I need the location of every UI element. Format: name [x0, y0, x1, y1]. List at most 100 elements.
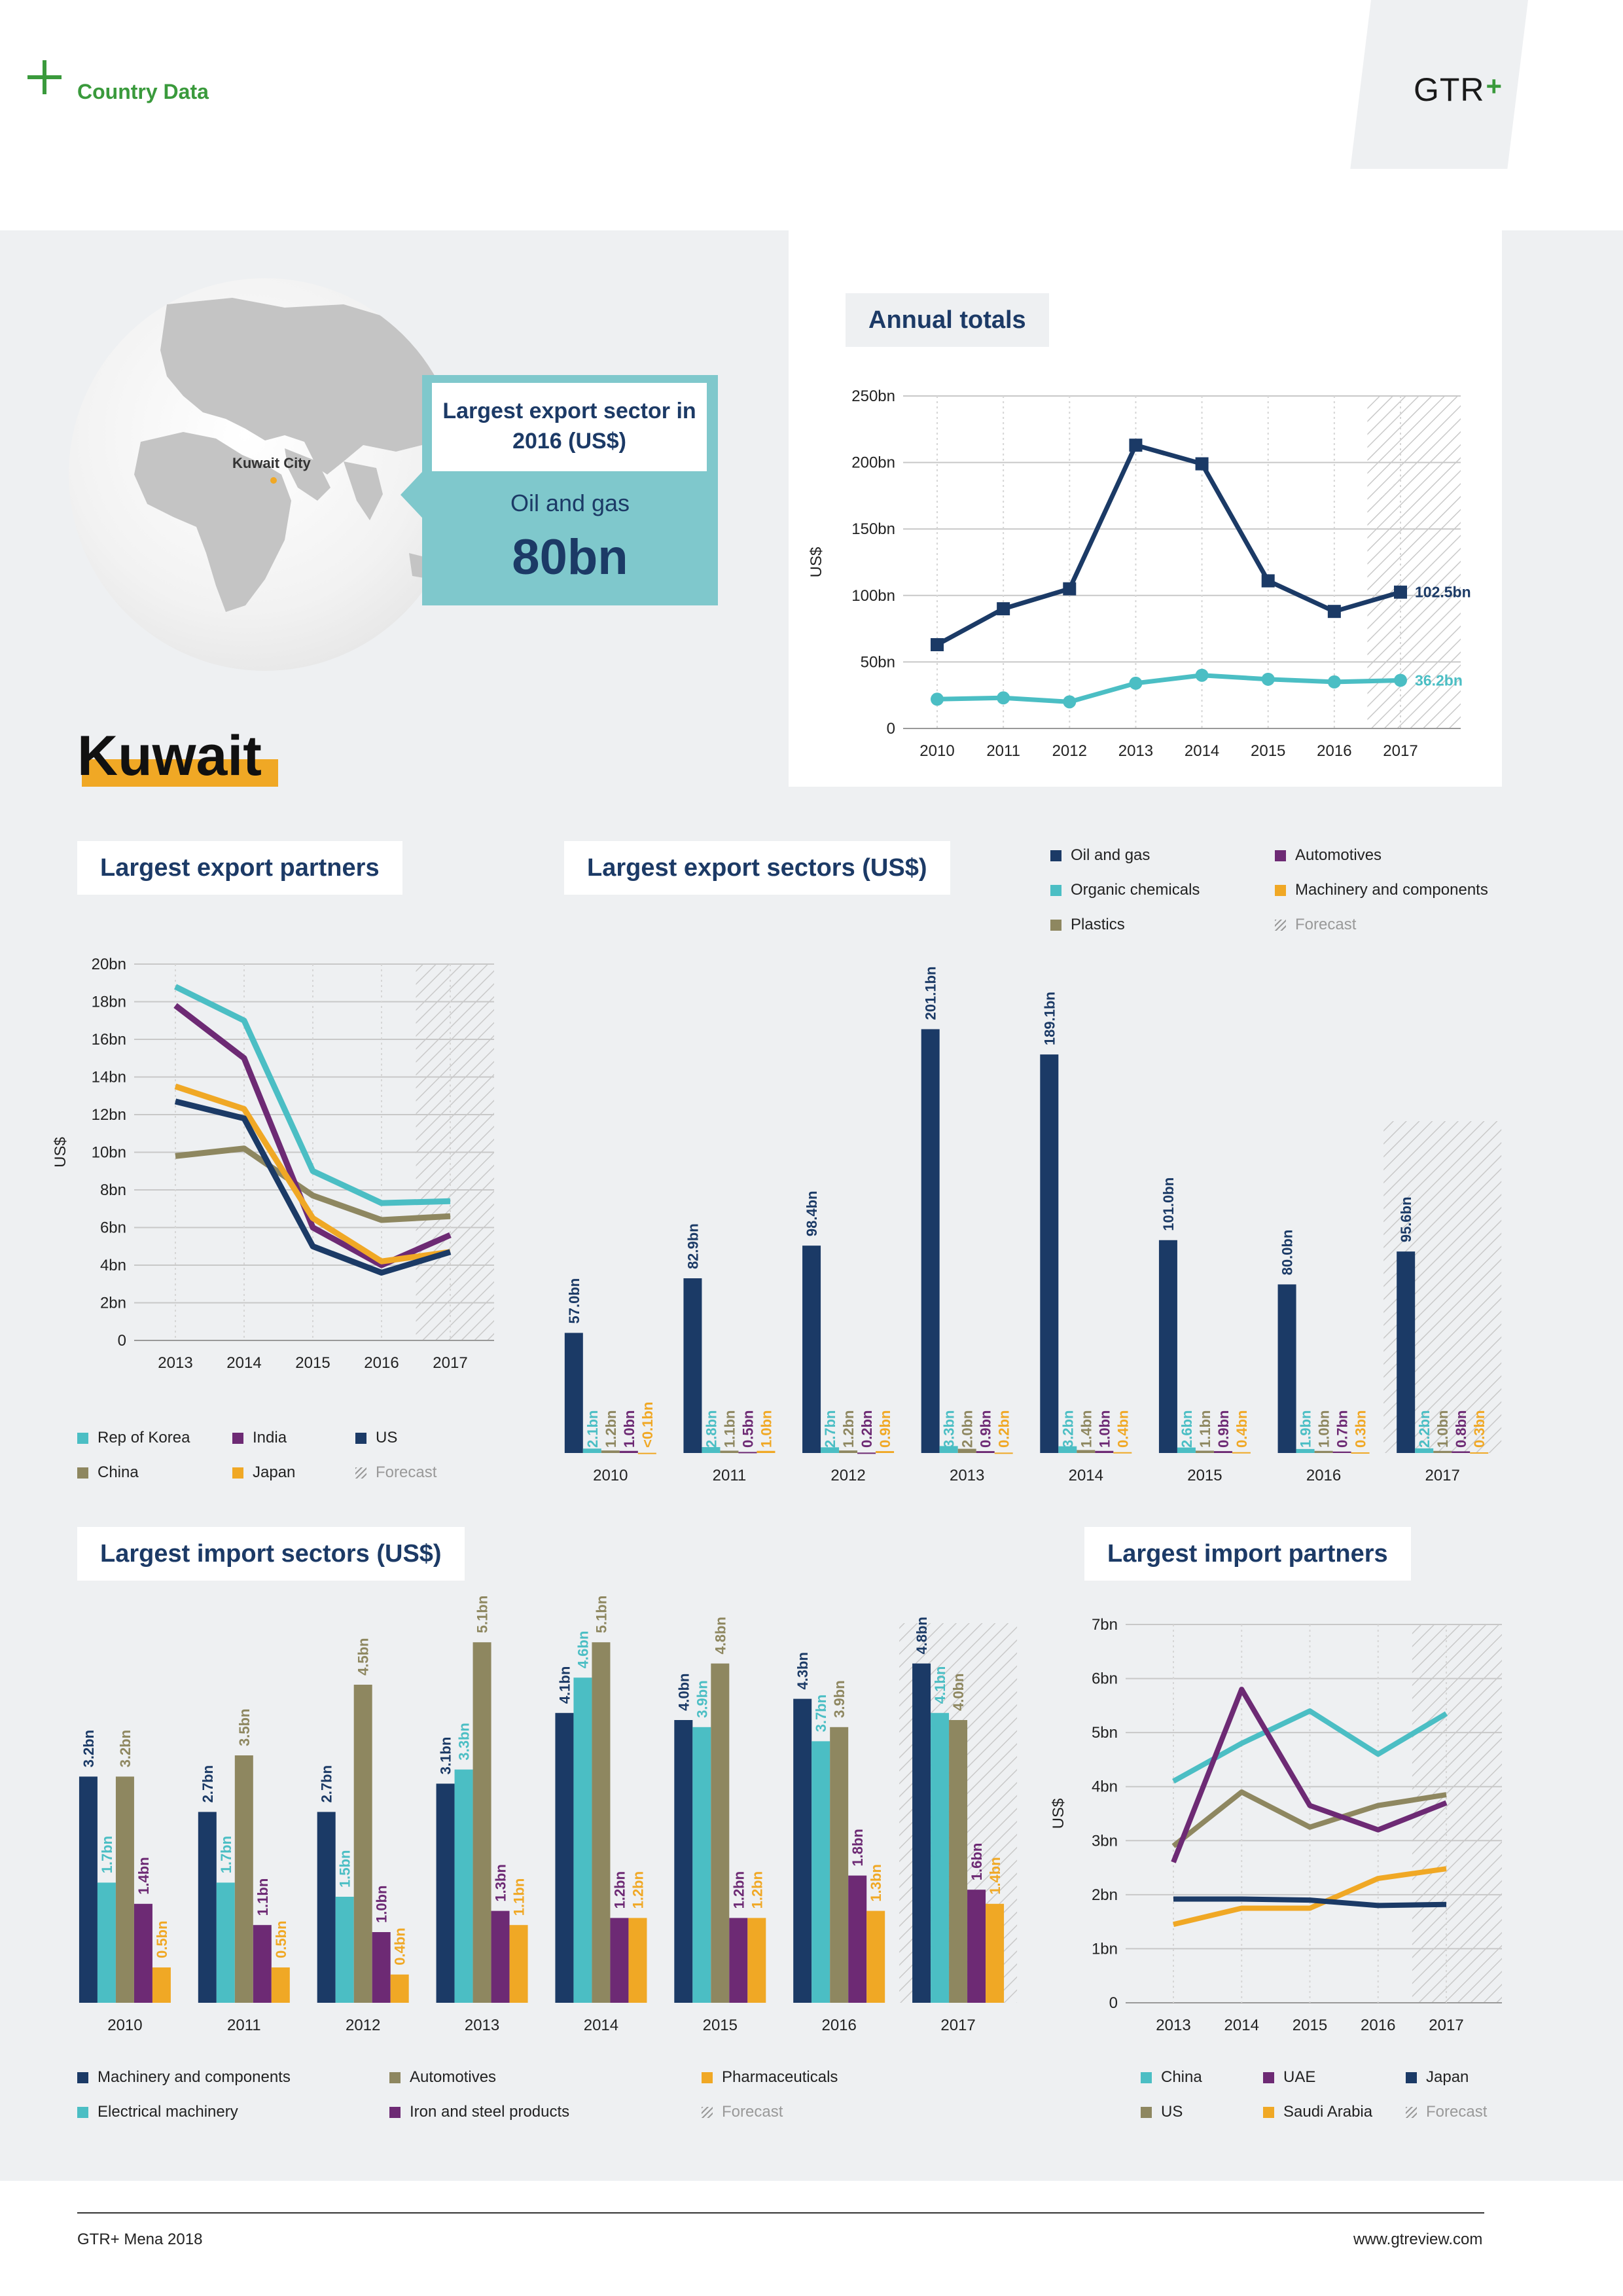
bar-value-label: <0.1bn	[639, 1402, 656, 1448]
bar-value-label: 201.1bn	[923, 967, 939, 1020]
bar-value-label: 4.1bn	[932, 1666, 948, 1704]
bar-value-label: 0.9bn	[1215, 1410, 1232, 1448]
map-landmass	[134, 298, 461, 612]
bar-value-label: 0.2bn	[996, 1410, 1012, 1448]
bar-value-label: 2.6bn	[1179, 1410, 1195, 1448]
bar	[921, 1029, 940, 1453]
bar	[637, 1452, 656, 1454]
plus-icon	[27, 60, 62, 94]
y-tick-label: 50bn	[861, 653, 895, 671]
bar-value-label: 1.0bn	[1435, 1410, 1451, 1448]
bar-value-label: 5.1bn	[593, 1596, 609, 1633]
bar-value-label: 98.4bn	[804, 1191, 820, 1236]
bar-value-label: 1.2bn	[611, 1871, 628, 1909]
series-line	[174, 984, 451, 1206]
data-point	[1195, 457, 1209, 471]
x-tick-label: 2014	[226, 1354, 261, 1372]
import-sectors-title: Largest import sectors (US$)	[77, 1527, 465, 1581]
bar	[674, 1720, 693, 2003]
x-tick-label: 2016	[1361, 2017, 1395, 2034]
y-tick-label: 7bn	[1092, 1616, 1118, 1634]
x-tick-label: 2011	[227, 2017, 261, 2034]
legend-swatch	[1263, 2107, 1274, 2118]
logo-plus: +	[1486, 71, 1503, 101]
bar	[592, 1642, 611, 2003]
bar-value-label: 1.2bn	[730, 1871, 747, 1909]
bar-value-label: 0.5bn	[273, 1921, 289, 1958]
series-line	[1173, 1866, 1447, 1928]
legend-label: Pharmaceuticals	[722, 2068, 838, 2086]
bar-value-label: 4.1bn	[556, 1666, 573, 1704]
bar	[967, 1890, 986, 2003]
legend-us: US	[355, 1429, 397, 1447]
bar-value-label: 4.3bn	[794, 1652, 811, 1689]
legend-organic-chemicals: Organic chemicals	[1050, 881, 1200, 899]
legend-us: US	[1141, 2103, 1183, 2121]
forecast-swatch	[1275, 920, 1286, 931]
bar	[1058, 1446, 1077, 1453]
bar	[610, 1918, 629, 2003]
bar-value-label: 0.3bn	[1353, 1410, 1369, 1448]
data-point	[1327, 675, 1341, 689]
bar-value-label: 2.0bn	[959, 1410, 976, 1448]
legend-automotives: Automotives	[1275, 846, 1382, 865]
y-tick-label: 4bn	[1092, 1778, 1118, 1796]
bar-value-label: 1.3bn	[868, 1864, 884, 1901]
bar-value-label: 2.7bn	[319, 1765, 335, 1803]
x-tick-label: 2014	[1224, 2017, 1259, 2034]
x-tick-label: 2017	[1425, 1467, 1459, 1484]
x-tick-label: 2017	[1383, 742, 1418, 760]
bar	[1158, 1240, 1177, 1453]
footer-publication: GTR+ Mena 2018	[77, 2231, 203, 2248]
y-tick-label: 6bn	[1092, 1670, 1118, 1688]
data-point	[1063, 582, 1077, 596]
bar-value-label: 0.3bn	[1471, 1410, 1488, 1448]
legend-label: China	[1161, 2068, 1202, 2086]
bar	[1415, 1448, 1434, 1453]
bar-value-label: 3.2bn	[80, 1730, 97, 1767]
bar-value-label: 2.2bn	[1416, 1410, 1433, 1448]
x-tick-label: 2015	[1251, 742, 1285, 760]
bar	[271, 1967, 290, 2003]
bar	[473, 1642, 491, 2003]
data-point	[1394, 673, 1407, 687]
bar	[1213, 1451, 1232, 1453]
legend-label: Forecast	[376, 1463, 437, 1481]
bar-value-label: 4.0bn	[675, 1674, 692, 1711]
y-tick-label: 150bn	[851, 520, 895, 538]
bar-value-label: 1.1bn	[1197, 1410, 1213, 1448]
bar	[628, 1918, 647, 2003]
legend-swatch	[77, 1433, 88, 1444]
legend-plastics: Plastics	[1050, 916, 1125, 934]
legend-india: India	[232, 1429, 287, 1447]
forecast-region	[1412, 1624, 1502, 2003]
import-partners-title: Largest import partners	[1084, 1527, 1411, 1581]
bar-value-label: 4.0bn	[950, 1674, 967, 1711]
x-tick-label: 2013	[158, 1354, 192, 1372]
legend-swatch	[1050, 885, 1061, 896]
callout-sector: Oil and gas	[510, 490, 630, 516]
y-tick-label: 2bn	[1092, 1886, 1118, 1904]
legend-forecast: Forecast	[355, 1463, 437, 1482]
legend-machinery-and-components: Machinery and components	[1275, 881, 1488, 899]
bar-value-label: 1.4bn	[1078, 1410, 1094, 1448]
bar-value-label: 1.3bn	[493, 1864, 509, 1901]
bar	[957, 1448, 976, 1453]
bar	[216, 1882, 235, 2003]
y-tick-label: 3bn	[1092, 1832, 1118, 1850]
x-tick-label: 2014	[584, 2017, 618, 2034]
forecast-region	[1367, 396, 1461, 728]
bar-value-label: 2.7bn	[200, 1765, 216, 1803]
bar-value-label: 82.9bn	[685, 1223, 701, 1269]
bar-value-label: 4.5bn	[355, 1638, 372, 1676]
legend-automotives: Automotives	[389, 2068, 496, 2087]
callout-pointer	[401, 471, 423, 518]
bar	[866, 1910, 885, 2003]
bar-value-label: 0.8bn	[1453, 1410, 1469, 1448]
y-tick-label: 100bn	[851, 587, 895, 605]
series-line	[1172, 1708, 1448, 1784]
bar	[720, 1450, 739, 1453]
footer-rule	[77, 2212, 1484, 2214]
